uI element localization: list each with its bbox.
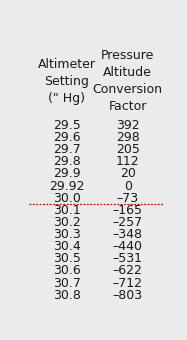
Text: Pressure
Altitude
Conversion
Factor: Pressure Altitude Conversion Factor	[93, 49, 163, 113]
Text: 29.9: 29.9	[53, 167, 81, 181]
Text: Altimeter
Setting
(" Hg): Altimeter Setting (" Hg)	[38, 58, 96, 105]
Text: 30.5: 30.5	[53, 252, 81, 265]
Text: 30.3: 30.3	[53, 228, 81, 241]
Text: 392: 392	[116, 119, 140, 132]
Text: 30.8: 30.8	[53, 289, 81, 302]
Text: 30.7: 30.7	[53, 277, 81, 290]
Text: –73: –73	[117, 192, 139, 205]
Text: 0: 0	[124, 180, 132, 192]
Text: 205: 205	[116, 143, 140, 156]
Text: –622: –622	[113, 265, 143, 277]
Text: –440: –440	[113, 240, 143, 253]
Text: –348: –348	[113, 228, 143, 241]
Text: 29.5: 29.5	[53, 119, 81, 132]
Text: 30.4: 30.4	[53, 240, 81, 253]
Text: 29.92: 29.92	[49, 180, 85, 192]
Text: 29.7: 29.7	[53, 143, 81, 156]
Text: 29.8: 29.8	[53, 155, 81, 168]
Text: 30.2: 30.2	[53, 216, 81, 229]
Text: –165: –165	[113, 204, 143, 217]
Text: –257: –257	[113, 216, 143, 229]
Text: 20: 20	[120, 167, 136, 181]
Text: 29.6: 29.6	[53, 131, 81, 144]
Text: 30.6: 30.6	[53, 265, 81, 277]
Text: 298: 298	[116, 131, 140, 144]
Text: –803: –803	[113, 289, 143, 302]
Text: 112: 112	[116, 155, 140, 168]
Text: –531: –531	[113, 252, 143, 265]
Text: 30.0: 30.0	[53, 192, 81, 205]
Text: –712: –712	[113, 277, 143, 290]
Text: 30.1: 30.1	[53, 204, 81, 217]
